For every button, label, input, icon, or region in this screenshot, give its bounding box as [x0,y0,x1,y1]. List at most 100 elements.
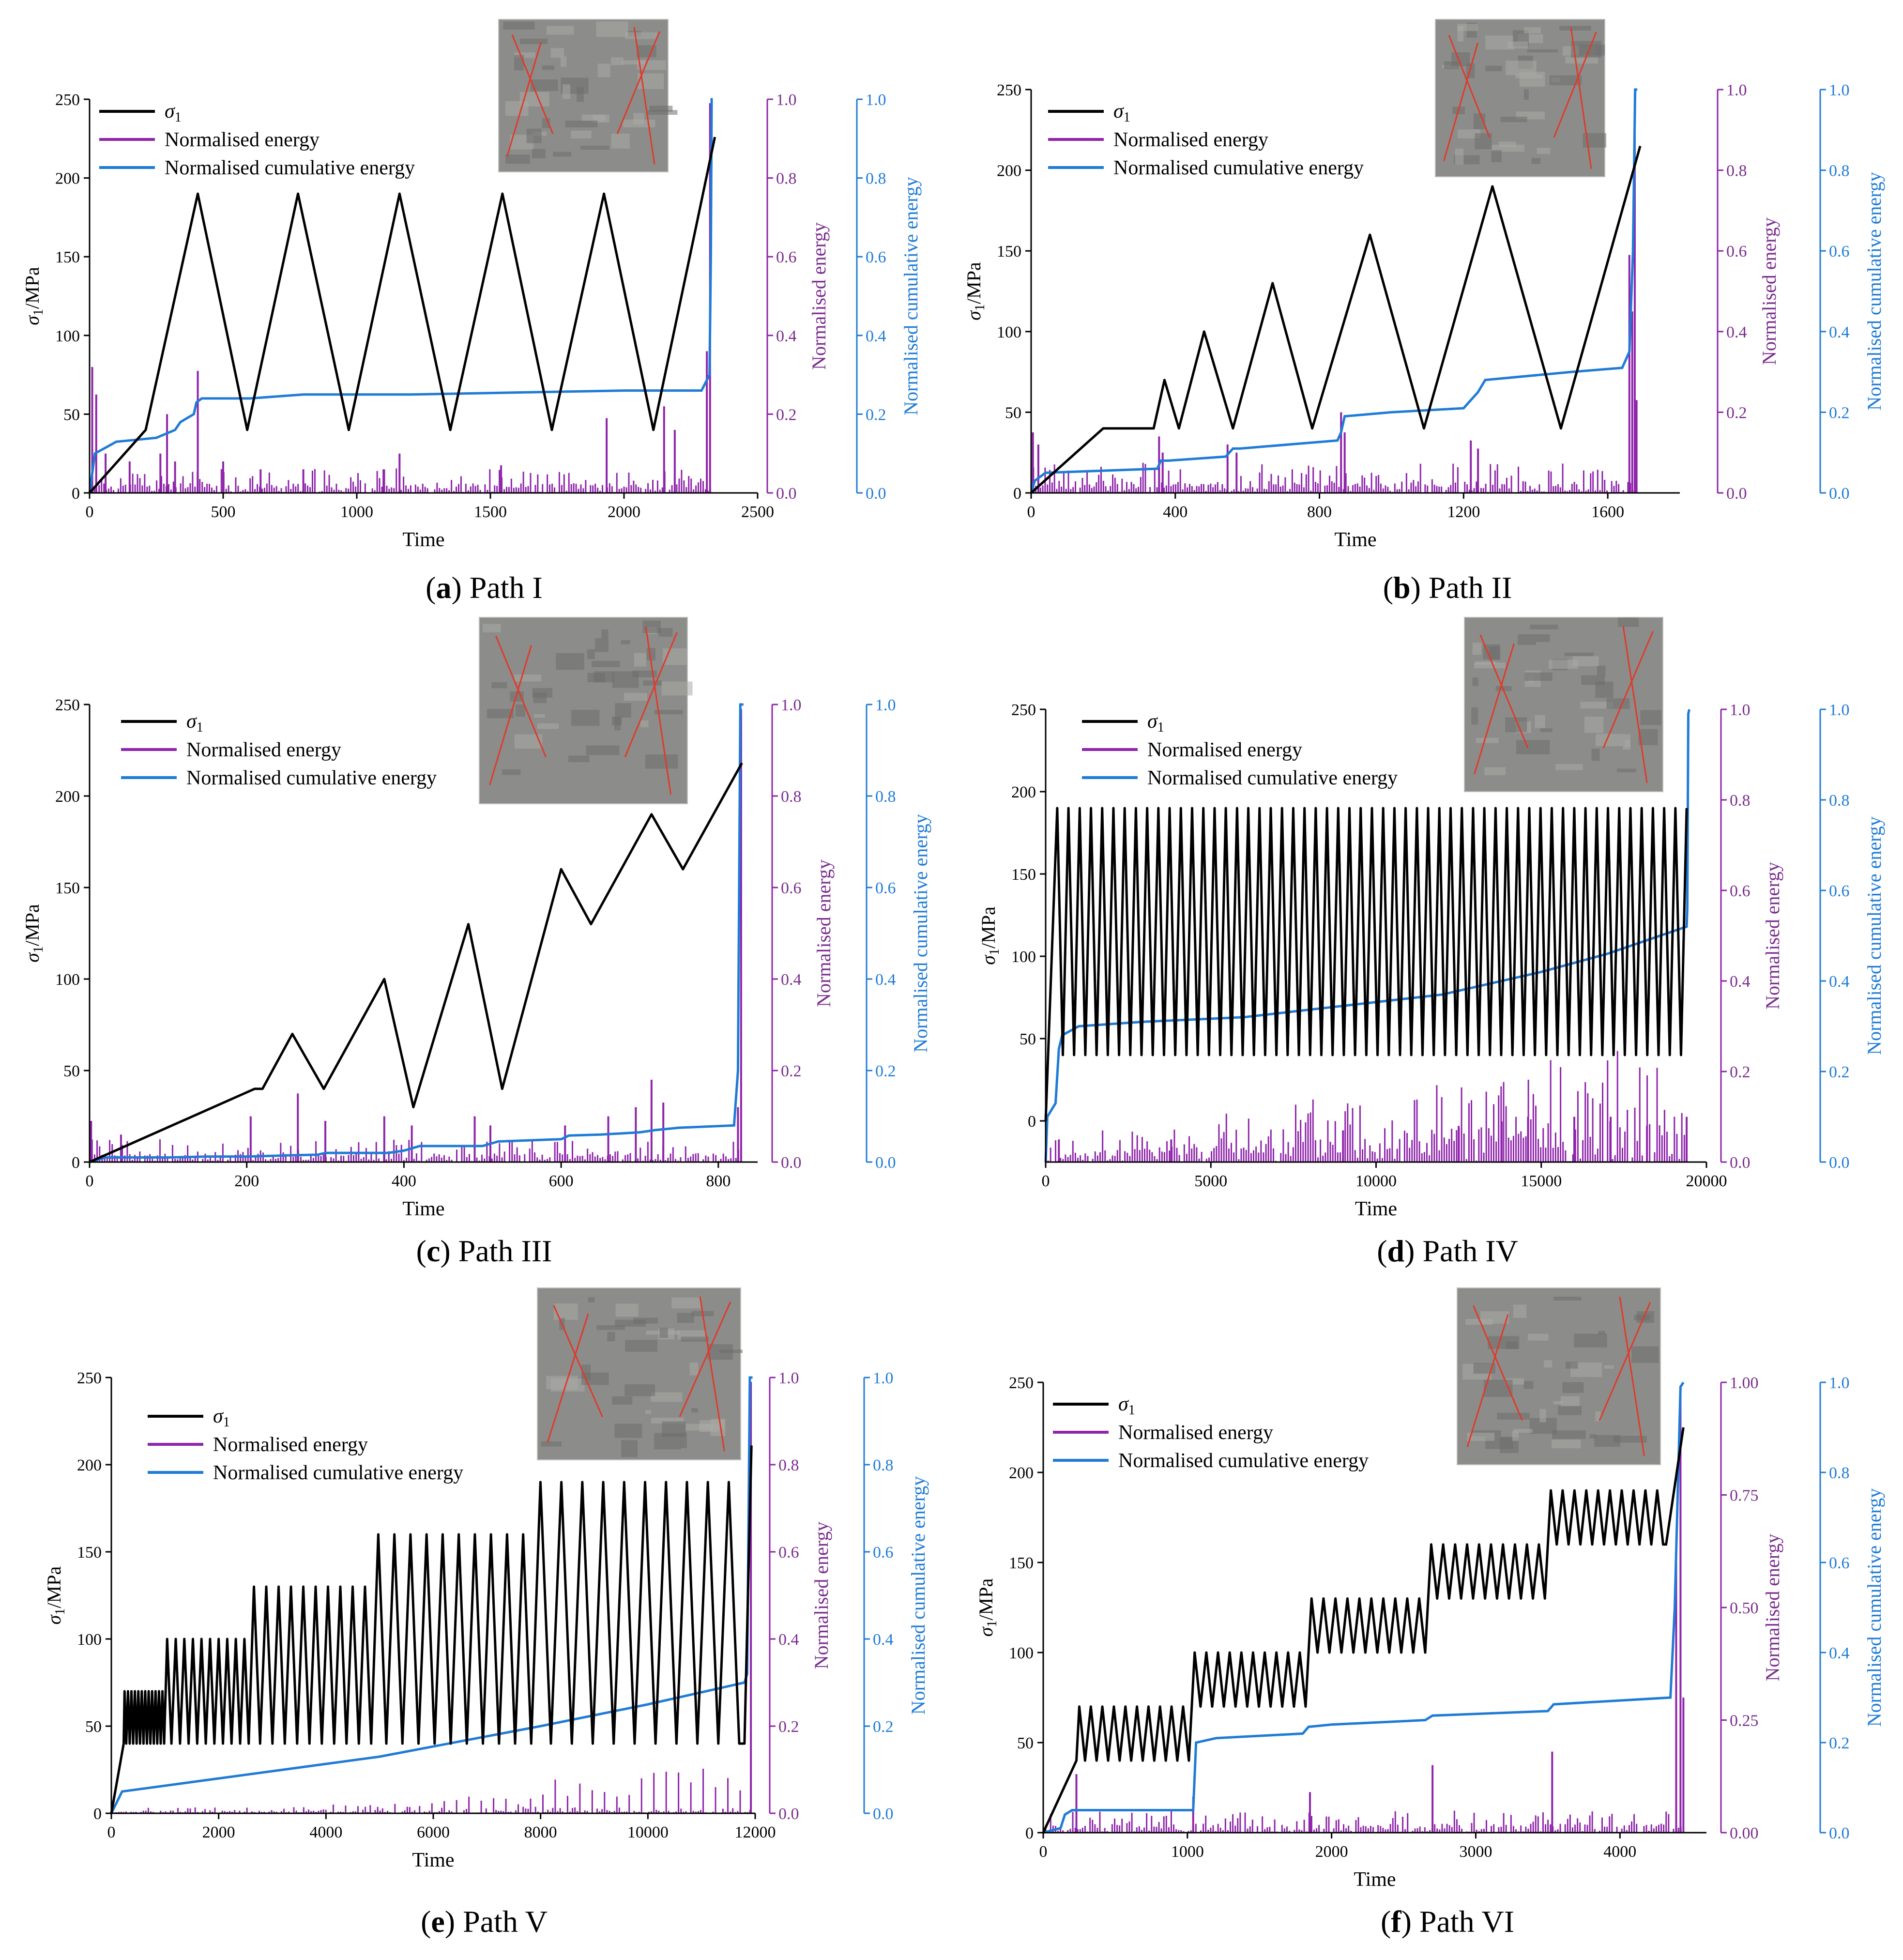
photo-texture [1474,662,1506,669]
photo-texture [532,149,546,159]
cumulative-tick-label: 1.0 [1829,1374,1850,1392]
cumulative-tick-label: 0.8 [1829,792,1850,810]
energy-tick-label: 1.0 [778,1369,799,1387]
panel-f: 0 1000 2000 3000 4000 0 50 100 150 200 250 0.00 0.25… [975,1287,1885,1939]
energy-tick-label: 0.0 [1730,1154,1751,1172]
photo-texture [491,682,507,689]
energy-tick-label: 1.0 [1730,701,1751,719]
cumulative-tick-label: 0.2 [1829,404,1850,422]
x-tick-label: 2000 [1315,1843,1348,1861]
x-tick-label: 0 [107,1823,116,1841]
photo-texture [1640,710,1661,725]
crack-line [645,627,672,795]
photo-texture [662,1421,685,1437]
y-tick-label: 0 [93,1805,102,1823]
photo-texture [1589,1434,1597,1439]
photo-texture [553,152,572,157]
energy-tick-label: 0.6 [781,879,802,897]
energy-tick-label: 1.0 [781,696,802,714]
cumulative-axis-title: Normalised cumulative energy [1863,816,1885,1055]
energy-axis-title: Normalised energy [1762,862,1783,1010]
cumulative-tick-label: 0.6 [875,879,896,897]
photo-texture [658,628,673,637]
x-tick-label: 500 [211,503,236,521]
photo-texture [577,87,584,102]
cumulative-tick-label: 0.2 [875,1062,896,1080]
photo-texture [621,640,630,644]
photo-texture [1562,1382,1584,1393]
photo-texture [1565,56,1598,64]
photo-texture [596,21,628,37]
stress-line [89,762,743,1164]
photo-texture [1518,634,1550,642]
crack-line [1622,626,1648,783]
crack-line [1479,634,1529,749]
photo-texture [546,26,574,35]
photo-texture [533,714,545,718]
energy-tick-label: 0.25 [1730,1712,1759,1730]
crack-line [1599,1302,1651,1421]
photo-texture [1507,42,1528,48]
energy-tick-label: 0.0 [778,1805,799,1823]
photo-texture [659,1328,668,1338]
photo-texture [487,709,514,719]
photo-texture [563,84,571,99]
cumulative-tick-label: 0.0 [1829,485,1850,503]
y-axis-title: σ1/MPa [21,267,46,325]
photo-texture [607,1332,615,1342]
x-tick-label: 800 [1307,503,1332,521]
crack-line [1570,27,1592,169]
cumulative-tick-label: 0.8 [875,788,896,806]
energy-tick-label: 0.00 [1730,1824,1759,1842]
cumulative-axis-title: Normalised cumulative energy [907,1476,929,1715]
photo-texture [594,638,609,652]
photo-texture [1572,656,1599,666]
photo-texture [645,754,678,769]
x-tick-label: 10000 [627,1823,669,1841]
cumulative-tick-label: 0.2 [1829,1063,1850,1081]
photo-texture [1523,1381,1534,1389]
photo-texture [550,48,564,58]
photo-texture [542,65,555,70]
y-tick-label: 250 [1009,1374,1034,1392]
photo-texture [1614,1436,1647,1443]
energy-tick-label: 0.2 [1726,404,1747,422]
photo-texture [568,755,590,763]
y-axis-title: σ1/MPa [975,1578,1000,1637]
energy-tick-label: 1.0 [776,91,797,109]
photo-texture [1616,768,1636,772]
photo-texture [643,680,662,686]
cumulative-tick-label: 0.0 [1829,1154,1850,1172]
photo-texture [596,1325,625,1330]
x-axis-title: Time [1355,1198,1397,1220]
energy-tick-label: 0.6 [778,1544,799,1562]
photo-texture [611,57,624,65]
crack-line [495,635,547,758]
photo-texture [503,21,535,30]
x-tick-label: 400 [392,1172,416,1190]
cumulative-tick-label: 0.6 [1829,243,1850,260]
x-axis-title: Time [1354,1868,1396,1891]
legend-label: σ1 [186,710,203,735]
stress-line [1030,145,1642,494]
energy-tick-label: 0.4 [776,327,797,345]
photo-texture [651,1392,683,1402]
cumulative-tick-label: 1.0 [866,91,886,109]
energy-tick-label: 0.4 [778,1631,799,1649]
cumulative-tick-label: 1.0 [873,1369,894,1387]
photo-texture [560,56,567,67]
cumulative-tick-label: 0.8 [866,170,886,188]
photo-texture [502,769,521,775]
photo-texture [1444,61,1459,69]
x-tick-label: 8000 [524,1823,557,1841]
y-tick-label: 250 [77,1369,102,1387]
panel-caption: (c) Path III [416,1234,552,1268]
photo-texture [1553,1297,1582,1301]
photo-texture [624,1384,655,1396]
photo-texture [614,1424,642,1438]
x-tick-label: 800 [706,1172,731,1190]
cumulative-tick-label: 0.4 [866,327,886,345]
photo-texture [1523,89,1529,100]
photo-texture [1513,1304,1527,1318]
x-axis-title: Time [402,529,444,551]
